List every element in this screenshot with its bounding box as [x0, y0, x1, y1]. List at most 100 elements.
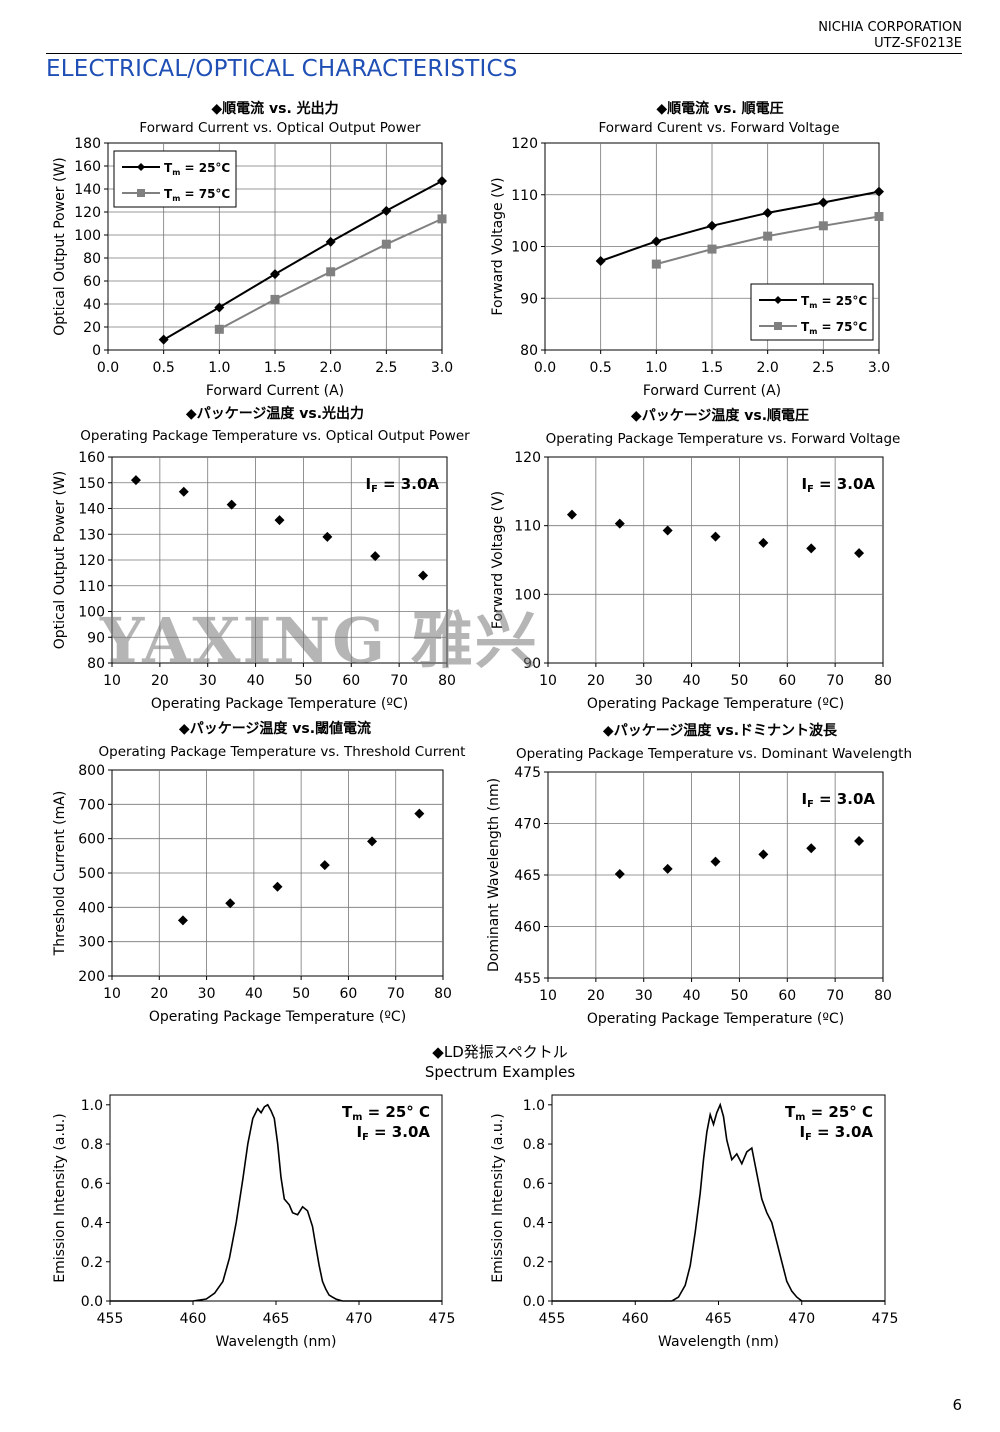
- x-tick-label: 70: [826, 988, 844, 1004]
- data-point-diamond: [758, 849, 769, 860]
- legend-box: [113, 150, 237, 208]
- data-point-diamond: [367, 836, 378, 847]
- data-point-diamond: [707, 220, 717, 231]
- y-tick-label: 200: [78, 969, 105, 985]
- y-tick-label: 0.0: [523, 1294, 545, 1310]
- y-tick-label: 110: [78, 579, 105, 595]
- x-tick-label: 40: [683, 673, 701, 689]
- data-point-square: [214, 324, 224, 334]
- x-tick-label: 20: [150, 986, 168, 1002]
- x-tick-label: 1.0: [208, 360, 230, 376]
- data-point-diamond: [854, 836, 865, 847]
- x-tick-label: 470: [788, 1311, 815, 1327]
- x-tick-label: 80: [874, 673, 892, 689]
- y-tick-label: 300: [78, 935, 105, 951]
- y-tick-label: 0: [92, 343, 101, 359]
- y-tick-label: 100: [514, 587, 541, 603]
- x-tick-label: 2.5: [375, 360, 397, 376]
- y-axis-label: Optical Output Power (W): [52, 471, 68, 650]
- data-point-diamond: [272, 881, 283, 892]
- data-point-diamond: [226, 499, 237, 510]
- data-point-diamond: [437, 175, 447, 186]
- x-tick-label: 470: [346, 1311, 373, 1327]
- data-point-diamond: [370, 551, 381, 562]
- data-point-square: [818, 221, 828, 231]
- x-tick-label: 50: [731, 988, 749, 1004]
- x-tick-label: 10: [539, 988, 557, 1004]
- company-name: NICHIA CORPORATION: [818, 20, 962, 35]
- chart-title-jp: ◆パッケージ温度 vs.順電圧: [631, 407, 809, 424]
- y-tick-label: 80: [83, 251, 101, 267]
- data-point-diamond: [806, 843, 817, 854]
- x-tick-label: 20: [587, 673, 605, 689]
- x-tick-label: 20: [151, 673, 169, 689]
- y-axis-label: Dominant Wavelength (nm): [486, 778, 502, 972]
- x-tick-label: 40: [245, 986, 263, 1002]
- data-point-diamond: [158, 334, 169, 345]
- chart-title-jp: ◆パッケージ温度 vs.ドミナント波長: [603, 722, 838, 739]
- data-point-diamond: [662, 863, 673, 874]
- data-point-diamond: [710, 531, 721, 542]
- x-axis-label: Operating Package Temperature (ºC): [587, 1011, 844, 1027]
- chart-spectrum-example-2: 455 460 465 470 475 0.0 0.2 0.4 0.6 0.8 1.0 Wavelen…: [490, 1094, 898, 1350]
- chart-title-jp: ◆パッケージ温度 vs.閾値電流: [179, 720, 371, 737]
- data-point-diamond: [854, 548, 865, 559]
- y-tick-label: 700: [78, 797, 105, 813]
- y-tick-label: 400: [78, 900, 105, 916]
- legend-label: Tm = 25°C: [801, 294, 867, 310]
- y-tick-label: 120: [74, 205, 101, 221]
- x-tick-label: 455: [539, 1311, 566, 1327]
- chart-title: Forward Current vs. Optical Output Power: [139, 120, 421, 136]
- x-tick-label: 465: [263, 1311, 290, 1327]
- y-tick-label: 800: [78, 763, 105, 779]
- x-tick-label: 80: [438, 673, 456, 689]
- y-tick-label: 130: [78, 527, 105, 543]
- data-point-diamond: [322, 531, 333, 542]
- series-line: [552, 1102, 885, 1302]
- x-tick-label: 50: [295, 673, 313, 689]
- data-point-diamond: [381, 205, 392, 216]
- legend-box: [750, 283, 874, 341]
- x-tick-label: 80: [434, 986, 452, 1002]
- data-point-square: [874, 211, 884, 221]
- x-tick-label: 70: [826, 673, 844, 689]
- x-tick-label: 30: [635, 988, 653, 1004]
- y-tick-label: 150: [78, 476, 105, 492]
- x-axis-label: Operating Package Temperature (ºC): [151, 696, 408, 712]
- y-axis-label: Forward Voltage (V): [490, 177, 506, 315]
- series-line: [110, 1103, 442, 1302]
- chart-forward-current-vs-output-power: ◆順電流 vs. 光出力 Forward Current vs. Optical …: [52, 100, 453, 399]
- x-tick-label: 0.0: [97, 360, 119, 376]
- y-tick-label: 110: [514, 519, 541, 535]
- y-tick-label: 0.4: [523, 1216, 545, 1232]
- y-tick-label: 0.0: [81, 1294, 103, 1310]
- y-tick-label: 1.0: [523, 1098, 545, 1114]
- data-point-diamond: [758, 537, 769, 548]
- x-tick-label: 50: [731, 673, 749, 689]
- data-point-diamond: [874, 186, 884, 197]
- legend-marker-square: [774, 322, 782, 330]
- y-tick-label: 1.0: [81, 1098, 103, 1114]
- x-axis-label: Operating Package Temperature (ºC): [149, 1009, 406, 1025]
- legend-label: Tm = 75°C: [801, 320, 867, 336]
- x-tick-label: 60: [778, 673, 796, 689]
- data-point-diamond: [319, 860, 330, 871]
- data-point-diamond: [225, 898, 236, 909]
- x-tick-label: 60: [342, 673, 360, 689]
- y-axis-label: Forward Voltage (V): [490, 491, 506, 629]
- y-tick-label: 140: [78, 502, 105, 518]
- chart-title-jp: ◆順電流 vs. 光出力: [211, 100, 338, 117]
- y-tick-label: 140: [74, 182, 101, 198]
- spectrum-section-title: ◆LD発振スペクトル Spectrum Examples: [0, 1042, 1000, 1082]
- data-point-diamond: [595, 255, 606, 266]
- x-tick-label: 460: [180, 1311, 207, 1327]
- chart-title: Operating Package Temperature vs. Domina…: [516, 746, 912, 762]
- section-title: ELECTRICAL/OPTICAL CHARACTERISTICS: [46, 56, 518, 82]
- y-tick-label: 20: [83, 320, 101, 336]
- data-point-square: [707, 244, 717, 254]
- header-rule: [46, 53, 962, 54]
- chart-spectrum-example-1: 455 460 465 470 475 0.0 0.2 0.4 0.6 0.8 1.0 Wavelen…: [52, 1094, 455, 1350]
- series-line: [600, 190, 880, 262]
- data-point-diamond: [614, 868, 625, 879]
- y-axis-label: Threshold Current (mA): [52, 791, 68, 957]
